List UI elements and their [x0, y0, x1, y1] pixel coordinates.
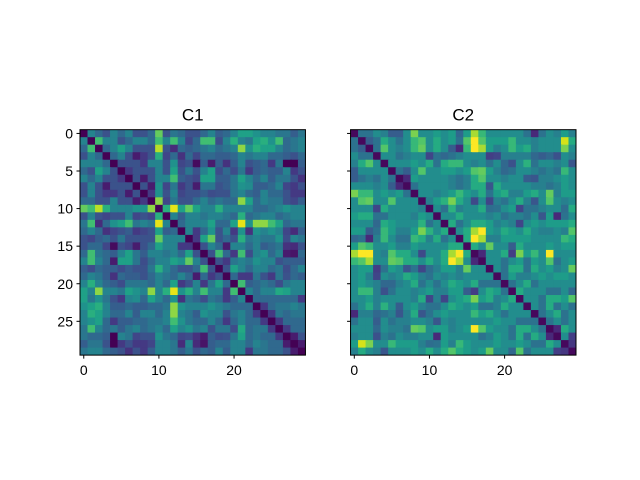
svg-text:20: 20	[57, 276, 73, 292]
svg-text:0: 0	[80, 362, 88, 378]
svg-text:10: 10	[422, 362, 438, 378]
svg-text:20: 20	[226, 362, 242, 378]
svg-text:10: 10	[151, 362, 167, 378]
svg-text:10: 10	[57, 201, 73, 217]
svg-text:20: 20	[497, 362, 513, 378]
svg-text:0: 0	[350, 362, 358, 378]
svg-text:5: 5	[65, 163, 73, 179]
svg-text:C2: C2	[452, 106, 474, 125]
svg-text:0: 0	[65, 125, 73, 141]
svg-text:25: 25	[57, 313, 73, 329]
svg-text:15: 15	[57, 238, 73, 254]
svg-text:C1: C1	[182, 106, 204, 125]
